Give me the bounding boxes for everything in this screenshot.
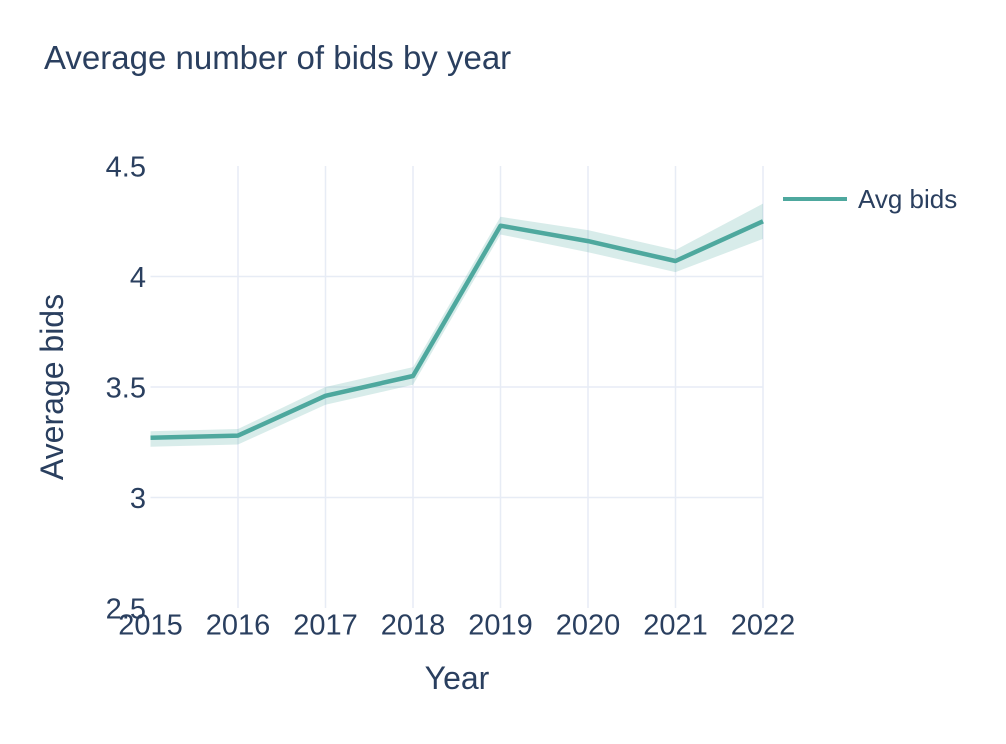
legend-item-label: Avg bids [858, 184, 958, 214]
x-tick-label: 2021 [643, 610, 708, 642]
x-tick-label: 2015 [118, 610, 183, 642]
x-axis-title: Year [424, 660, 490, 696]
x-tick-label: 2022 [731, 610, 796, 642]
x-tick-label: 2020 [556, 610, 621, 642]
legend[interactable]: Avg bids [783, 184, 957, 214]
y-axis-title: Average bids [34, 293, 70, 481]
x-tick-label: 2016 [206, 610, 271, 642]
avg-bids-line [150, 219, 764, 441]
x-tick-label: 2017 [293, 610, 358, 642]
y-tick-label: 4 [130, 262, 146, 294]
legend-line-swatch-icon [783, 197, 847, 201]
confidence-band [150, 203, 763, 447]
y-tick-label: 3.5 [106, 373, 146, 405]
y-tick-label: 4.5 [106, 152, 146, 184]
chart-title: Average number of bids by year [44, 39, 512, 76]
x-tick-label: 2019 [468, 610, 533, 642]
y-tick-label: 2.5 [106, 594, 146, 626]
y-tick-label: 3 [130, 483, 146, 515]
x-tick-label: 2018 [381, 610, 446, 642]
